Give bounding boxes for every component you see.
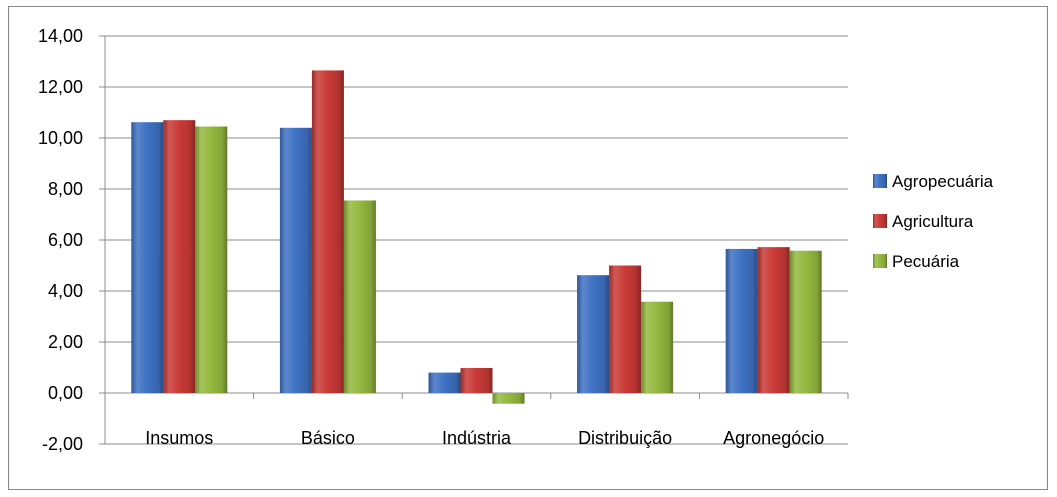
legend-label: Agropecuária [892,172,994,191]
bar-agricultura-1 [311,70,344,394]
gridlines [105,35,848,445]
bar-pecuária-4 [789,250,822,393]
bar-pecuária-0 [195,126,228,394]
bar-pecuária-2 [492,393,525,404]
bar-agropecuária-2 [428,372,461,393]
legend-label: Agricultura [892,212,974,231]
x-tick-label: Distribuição [578,428,672,448]
y-tick-label: 8,00 [48,179,83,199]
y-tick-label: -2,00 [42,434,83,454]
y-tick-label: 10,00 [38,128,83,148]
x-tick-label: Básico [301,428,355,448]
bar-agropecuária-0 [131,122,164,393]
x-tick-label: Indústria [442,428,512,448]
legend-swatch [873,214,887,228]
bar-agropecuária-4 [725,248,758,393]
bars [131,70,822,404]
bar-agricultura-0 [163,120,196,394]
y-tick-label: 2,00 [48,332,83,352]
y-tick-label: 4,00 [48,281,83,301]
bar-agropecuária-1 [279,127,312,394]
y-tick-label: 12,00 [38,77,83,97]
y-tick-label: 6,00 [48,230,83,250]
legend-label: Pecuária [892,252,960,271]
bar-pecuária-3 [641,301,674,393]
y-tick-label: 0,00 [48,383,83,403]
bar-agropecuária-3 [577,275,610,393]
legend: Agropecuária Agricultura Pecuária [873,172,994,271]
tick-labels: 14,00 12,00 10,00 8,00 6,00 4,00 2,00 0,00 -2,00… [38,26,824,454]
legend-swatch [873,174,887,188]
bar-agricultura-2 [460,368,493,393]
x-tick-label: Insumos [145,428,213,448]
bar-agricultura-3 [609,265,642,393]
x-tick-label: Agronegócio [723,428,824,448]
bar-agricultura-4 [757,247,790,393]
y-tick-label: 14,00 [38,26,83,46]
bar-pecuária-1 [343,200,376,393]
legend-swatch [873,254,887,268]
